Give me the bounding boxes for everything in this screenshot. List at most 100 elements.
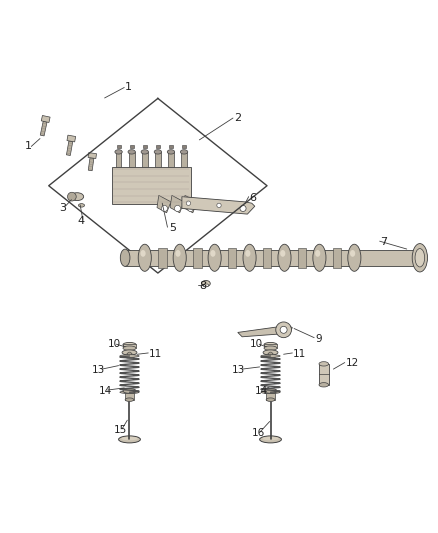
Polygon shape (182, 197, 255, 214)
Ellipse shape (263, 350, 278, 355)
Circle shape (276, 322, 291, 338)
Text: 9: 9 (315, 334, 321, 344)
Bar (67, 135, 76, 142)
Ellipse shape (315, 250, 320, 257)
Polygon shape (183, 195, 197, 213)
Ellipse shape (350, 250, 355, 257)
Ellipse shape (120, 249, 130, 266)
Polygon shape (157, 195, 171, 213)
Bar (89, 164, 93, 165)
Bar (193, 247, 201, 268)
Ellipse shape (120, 354, 139, 357)
Text: 11: 11 (293, 349, 307, 359)
Ellipse shape (319, 383, 328, 387)
Bar (181, 152, 187, 167)
Ellipse shape (167, 150, 175, 154)
Ellipse shape (173, 244, 186, 271)
Ellipse shape (245, 250, 251, 257)
Ellipse shape (261, 354, 280, 357)
Ellipse shape (264, 389, 277, 393)
Circle shape (268, 352, 273, 357)
Bar (125, 250, 420, 265)
Bar (264, 344, 277, 348)
Bar (228, 247, 237, 268)
Ellipse shape (265, 354, 276, 358)
Text: 1: 1 (25, 141, 32, 151)
Circle shape (280, 326, 287, 333)
Bar (42, 126, 46, 127)
Ellipse shape (115, 150, 122, 154)
Bar (67, 150, 71, 151)
Bar (89, 161, 93, 163)
Bar (67, 141, 73, 156)
Polygon shape (238, 326, 292, 337)
Bar (41, 131, 45, 132)
Text: 11: 11 (149, 349, 162, 359)
Ellipse shape (123, 346, 136, 350)
Ellipse shape (203, 284, 208, 287)
Text: 4: 4 (77, 216, 84, 225)
Text: 15: 15 (113, 425, 127, 435)
Ellipse shape (262, 437, 279, 440)
Text: 10: 10 (108, 339, 121, 349)
Text: 13: 13 (92, 366, 105, 375)
Bar (158, 247, 166, 268)
Ellipse shape (266, 398, 275, 401)
Bar (125, 393, 134, 400)
Bar (297, 247, 306, 268)
Bar (40, 122, 47, 136)
Text: 7: 7 (381, 238, 388, 247)
Ellipse shape (280, 250, 286, 257)
Text: 8: 8 (199, 281, 206, 291)
Ellipse shape (412, 244, 427, 272)
Ellipse shape (208, 244, 221, 271)
Ellipse shape (122, 350, 137, 355)
Bar (89, 166, 93, 167)
Bar (90, 159, 94, 160)
Text: 6: 6 (250, 192, 257, 203)
Text: 3: 3 (60, 203, 67, 213)
Ellipse shape (141, 250, 146, 257)
Text: 14: 14 (99, 386, 112, 396)
Text: 14: 14 (255, 386, 268, 396)
Ellipse shape (180, 150, 188, 154)
Bar (130, 145, 134, 148)
Circle shape (127, 352, 132, 357)
Bar (266, 393, 275, 400)
Bar (68, 143, 72, 144)
Bar (117, 145, 120, 148)
Ellipse shape (319, 362, 328, 366)
Circle shape (161, 205, 167, 212)
Circle shape (217, 203, 221, 207)
Ellipse shape (261, 391, 280, 393)
Bar (88, 158, 94, 171)
Bar (182, 145, 186, 148)
Ellipse shape (138, 244, 151, 271)
Polygon shape (170, 195, 184, 213)
Bar (43, 123, 47, 124)
Ellipse shape (123, 343, 136, 347)
Bar (123, 344, 136, 348)
Ellipse shape (210, 250, 215, 257)
Bar (142, 152, 148, 167)
Circle shape (186, 201, 191, 205)
Circle shape (174, 205, 180, 212)
Ellipse shape (124, 354, 135, 358)
Bar (319, 364, 328, 385)
Bar (41, 133, 45, 134)
Bar (88, 152, 96, 158)
Text: 13: 13 (232, 366, 245, 375)
Ellipse shape (154, 150, 162, 154)
Circle shape (240, 205, 246, 212)
Bar (332, 247, 341, 268)
Bar (129, 152, 134, 167)
Ellipse shape (71, 193, 84, 200)
Ellipse shape (264, 346, 277, 350)
Ellipse shape (119, 436, 141, 443)
Text: 10: 10 (250, 339, 263, 349)
Bar (88, 168, 92, 169)
Bar (143, 145, 147, 148)
Ellipse shape (141, 150, 148, 154)
Bar (116, 152, 121, 167)
Ellipse shape (313, 244, 326, 271)
